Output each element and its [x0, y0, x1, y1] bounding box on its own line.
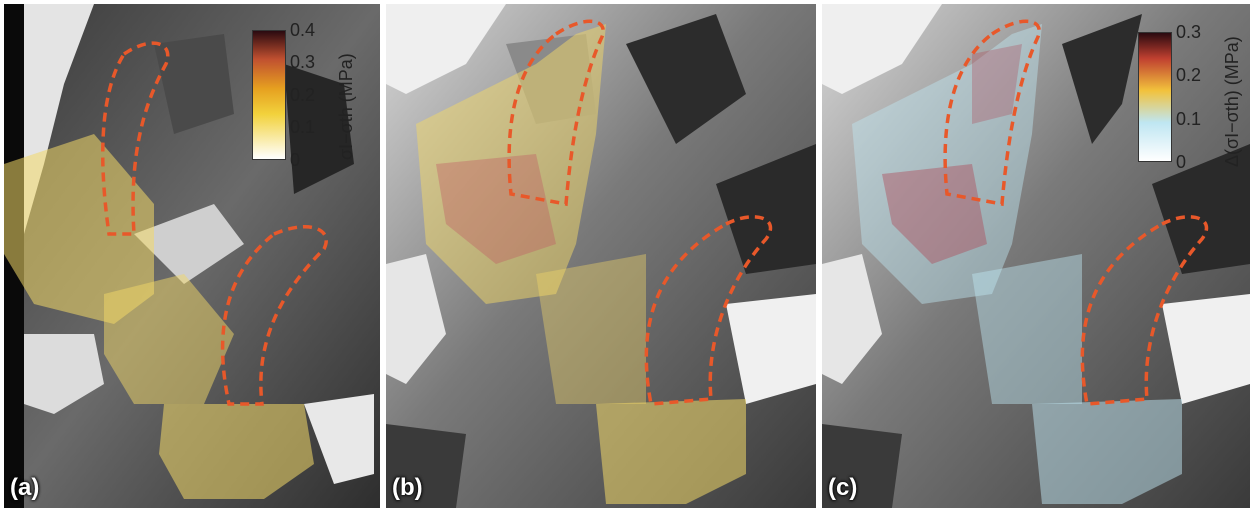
- map-panel-b: (b): [386, 4, 816, 508]
- colorbar-a-tick: 0.4: [290, 20, 316, 40]
- colorbar-c-title: Δ(σI−σth) (MPa): [1222, 36, 1242, 167]
- panel-label-a: (a): [10, 474, 40, 501]
- glacier-outline-lower: [1080, 215, 1209, 406]
- terrain-map-c: [822, 4, 1250, 508]
- colorbar-a-tick: 0.1: [290, 117, 316, 137]
- glacier-outline-lower: [220, 225, 328, 406]
- glacier-outline-upper: [507, 19, 605, 207]
- colorbar-c-tick: 0.1: [1176, 109, 1202, 129]
- terrain-map-b: [386, 4, 816, 508]
- glacier-outline-upper: [101, 41, 170, 236]
- colorbar-c-tick: 0.2: [1176, 65, 1202, 85]
- glacier-outline-upper: [943, 19, 1041, 207]
- panel-label-c: (c): [828, 474, 858, 501]
- map-panel-a: 0.4 0.3 0.2 0.1 0 σI−σth (MPa) (a): [4, 4, 380, 508]
- colorbar-c-tick: 0.3: [1176, 22, 1202, 42]
- map-panel-c: 0.3 0.2 0.1 0 Δ(σI−σth) (MPa) (c): [822, 4, 1250, 508]
- colorbar-c-tick: 0: [1176, 152, 1187, 172]
- colorbar-a-tick: 0: [290, 150, 301, 170]
- colorbar-a-tick: 0.2: [290, 85, 316, 105]
- colorbar-a-tick: 0.3: [290, 52, 316, 72]
- glacier-outline-lower: [644, 215, 773, 406]
- colorbar-a-title: σI−σth (MPa): [336, 53, 356, 160]
- terrain-map-a: [4, 4, 380, 508]
- colorbar-a-gradient: [252, 30, 286, 160]
- colorbar-c-gradient: [1138, 32, 1172, 162]
- panel-label-b: (b): [392, 474, 423, 501]
